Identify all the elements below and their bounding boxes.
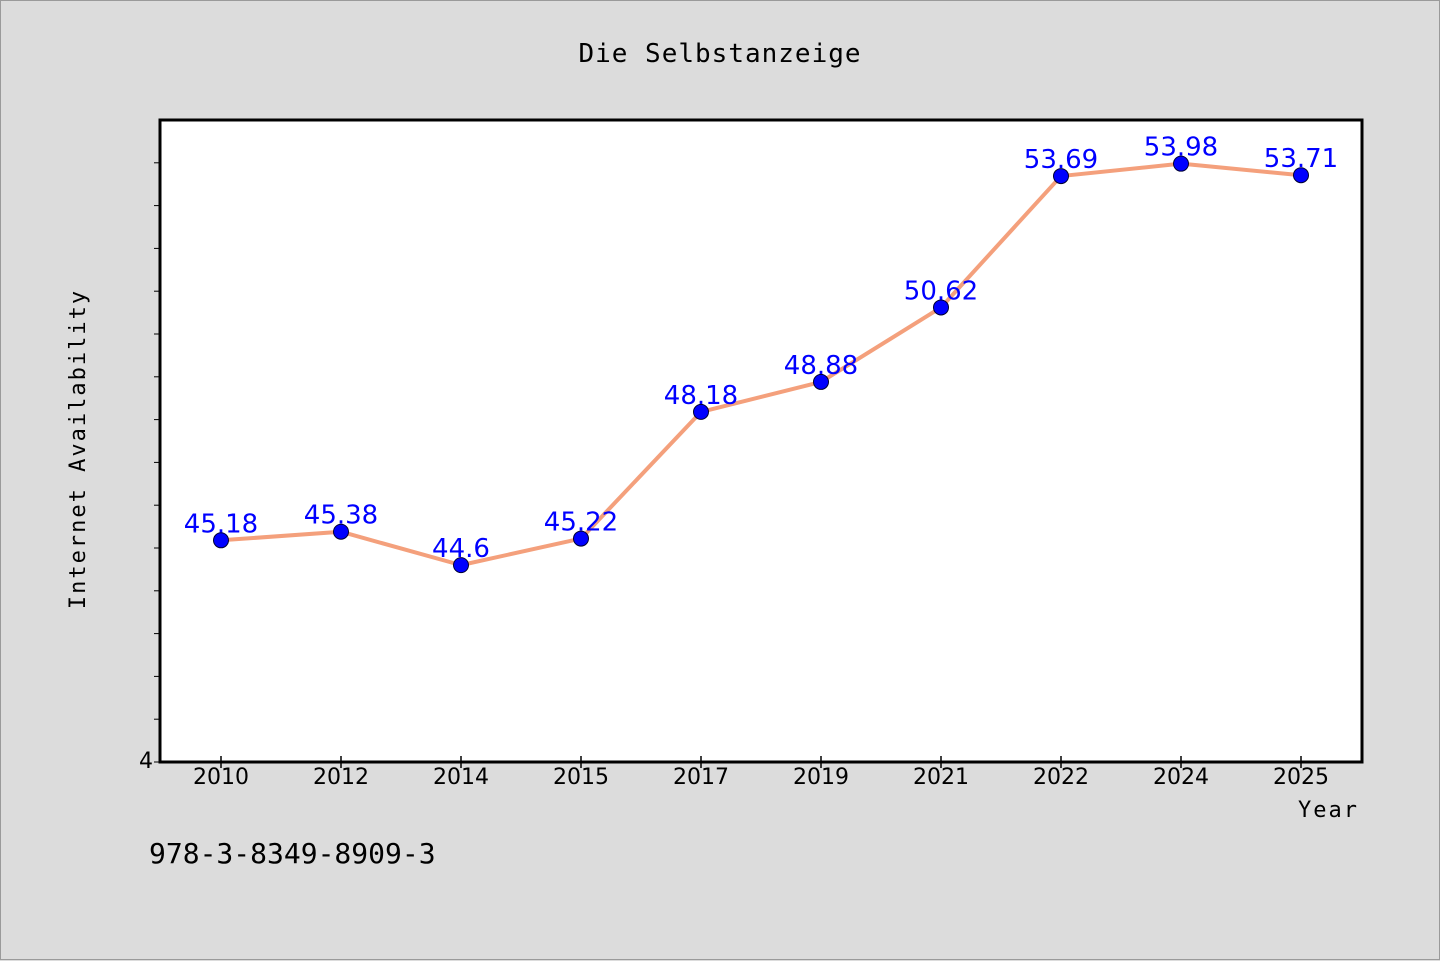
data-label: 48.88 [784, 351, 858, 381]
data-label: 50.62 [904, 276, 978, 306]
data-label: 53.69 [1024, 145, 1098, 175]
data-point [1053, 168, 1069, 185]
x-axis-tick-labels: 2010 2012 2014 2015 2017 2019 2021 2022 2024 2025 [193, 765, 1329, 790]
x-tick-label: 2012 [313, 765, 369, 790]
x-tick-label: 2017 [673, 765, 729, 790]
data-point [573, 530, 589, 547]
data-label: 45.18 [184, 509, 258, 539]
y-axis-ticks [154, 162, 160, 763]
data-point [933, 299, 949, 316]
data-point [693, 403, 709, 420]
y-axis-label: Internet Availability [66, 289, 91, 609]
y-tick-label: 4 [139, 749, 153, 774]
data-label: 53.98 [1144, 133, 1218, 163]
x-tick-label: 2015 [553, 765, 609, 790]
series-line-group [219, 161, 1303, 568]
data-point [213, 532, 229, 549]
x-axis-label: Year [1298, 798, 1359, 823]
data-point [333, 523, 349, 540]
data-label: 45.38 [304, 501, 378, 531]
data-point [1173, 155, 1189, 172]
data-labels: 45.18 45.38 44.6 45.22 48.18 48.88 50.62 53.69 5… [184, 133, 1338, 564]
x-axis-ticks [220, 756, 1302, 768]
data-label: 44.6 [432, 534, 490, 564]
x-tick-label: 2010 [193, 765, 249, 790]
x-tick-label: 2014 [433, 765, 489, 790]
plot-area [158, 118, 1364, 764]
x-tick-label: 2022 [1033, 765, 1089, 790]
data-point [813, 373, 829, 390]
x-tick-label: 2025 [1273, 765, 1329, 790]
series-line [219, 161, 1303, 568]
data-label: 45.22 [544, 508, 618, 538]
data-point [1293, 167, 1309, 184]
data-label: 48.18 [664, 381, 738, 411]
x-tick-label: 2021 [913, 765, 969, 790]
x-tick-label: 2019 [793, 765, 849, 790]
series-markers [213, 155, 1309, 574]
data-label: 53.71 [1264, 144, 1338, 174]
data-point [453, 557, 469, 574]
chart-title: Die Selbstanzeige [578, 39, 861, 69]
x-tick-label: 2024 [1153, 765, 1209, 790]
isbn-label: 978-3-8349-8909-3 [149, 837, 436, 870]
